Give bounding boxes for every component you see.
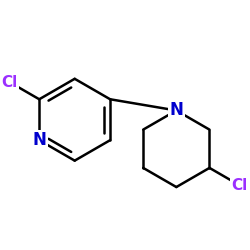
Text: N: N	[170, 102, 183, 119]
Text: Cl: Cl	[231, 178, 247, 192]
Text: Cl: Cl	[2, 74, 18, 90]
Text: N: N	[32, 131, 46, 149]
